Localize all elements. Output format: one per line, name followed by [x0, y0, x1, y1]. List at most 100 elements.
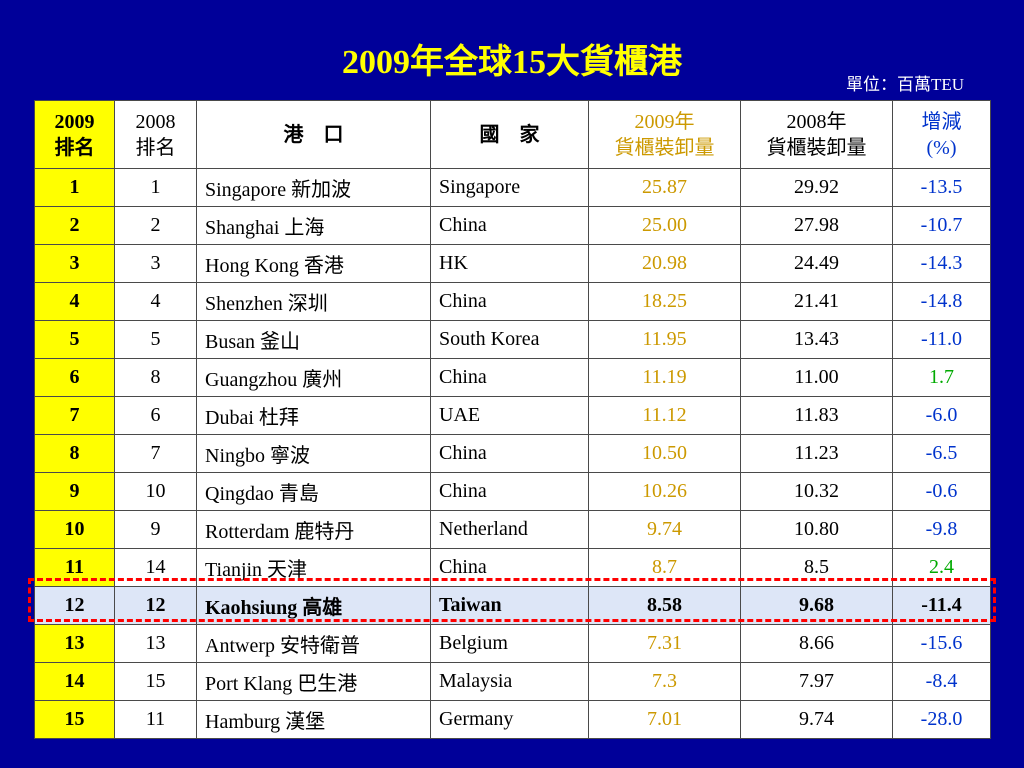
table-row: 12 12 Kaohsiung 高雄 Taiwan 8.58 9.68 -11.4: [34, 586, 991, 625]
volume-2008-cell: 7.97: [740, 662, 893, 701]
table-row: 15 11 Hamburg 漢堡 Germany 7.01 9.74 -28.0: [34, 700, 991, 739]
change-cell: -8.4: [892, 662, 991, 701]
country-cell: Malaysia: [430, 662, 589, 701]
volume-2008-cell: 11.00: [740, 358, 893, 397]
rank-2008-cell: 3: [114, 244, 197, 283]
volume-2008-cell: 9.74: [740, 700, 893, 739]
change-cell: -11.4: [892, 586, 991, 625]
rank-2009-cell: 12: [34, 586, 115, 625]
rank-2009-cell: 13: [34, 624, 115, 663]
volume-2009-cell: 7.3: [588, 662, 741, 701]
change-cell: -14.8: [892, 282, 991, 321]
volume-2009-cell: 25.87: [588, 168, 741, 207]
volume-2008-cell: 9.68: [740, 586, 893, 625]
rank-2009-cell: 7: [34, 396, 115, 435]
rank-2008-cell: 9: [114, 510, 197, 549]
change-cell: 2.4: [892, 548, 991, 587]
country-cell: Germany: [430, 700, 589, 739]
rank-2008-cell: 1: [114, 168, 197, 207]
volume-2008-cell: 8.66: [740, 624, 893, 663]
table-row: 14 15 Port Klang 巴生港 Malaysia 7.3 7.97 -8.4: [34, 662, 991, 701]
port-cell: Shenzhen 深圳: [196, 282, 431, 321]
table-row: 8 7 Ningbo 寧波 China 10.50 11.23 -6.5: [34, 434, 991, 473]
port-ranking-table: 2009 排名 2008 排名 港 口 國 家 2009年 貨櫃裝卸量 2008年 貨櫃…: [34, 100, 991, 739]
volume-2009-cell: 8.7: [588, 548, 741, 587]
change-cell: -28.0: [892, 700, 991, 739]
rank-2009-cell: 14: [34, 662, 115, 701]
unit-label: 單位：百萬TEU: [845, 75, 964, 94]
header-volume-2008: 2008年 貨櫃裝卸量: [740, 100, 893, 169]
volume-2008-cell: 8.5: [740, 548, 893, 587]
rank-2008-cell: 11: [114, 700, 197, 739]
rank-2009-cell: 4: [34, 282, 115, 321]
volume-2009-cell: 7.31: [588, 624, 741, 663]
country-cell: UAE: [430, 396, 589, 435]
table-row: 5 5 Busan 釜山 South Korea 11.95 13.43 -11.0: [34, 320, 991, 359]
volume-2008-cell: 11.83: [740, 396, 893, 435]
table-row: 13 13 Antwerp 安特衛普 Belgium 7.31 8.66 -15.6: [34, 624, 991, 663]
volume-2009-cell: 25.00: [588, 206, 741, 245]
rank-2008-cell: 10: [114, 472, 197, 511]
country-cell: China: [430, 358, 589, 397]
table-row: 3 3 Hong Kong 香港 HK 20.98 24.49 -14.3: [34, 244, 991, 283]
volume-2009-cell: 20.98: [588, 244, 741, 283]
country-cell: China: [430, 434, 589, 473]
change-cell: -11.0: [892, 320, 991, 359]
header-change: 增減 (%): [892, 100, 991, 169]
country-cell: HK: [430, 244, 589, 283]
table-header-row: 2009 排名 2008 排名 港 口 國 家 2009年 貨櫃裝卸量 2008年 貨櫃…: [34, 100, 991, 169]
rank-2009-cell: 11: [34, 548, 115, 587]
table-row: 2 2 Shanghai 上海 China 25.00 27.98 -10.7: [34, 206, 991, 245]
volume-2008-cell: 13.43: [740, 320, 893, 359]
port-cell: Tianjin 天津: [196, 548, 431, 587]
rank-2008-cell: 2: [114, 206, 197, 245]
volume-2009-cell: 8.58: [588, 586, 741, 625]
port-cell: Qingdao 青島: [196, 472, 431, 511]
volume-2008-cell: 29.92: [740, 168, 893, 207]
rank-2008-cell: 8: [114, 358, 197, 397]
rank-2009-cell: 15: [34, 700, 115, 739]
rank-2008-cell: 14: [114, 548, 197, 587]
rank-2009-cell: 5: [34, 320, 115, 359]
port-cell: Hong Kong 香港: [196, 244, 431, 283]
country-cell: South Korea: [430, 320, 589, 359]
volume-2008-cell: 27.98: [740, 206, 893, 245]
header-rank-2009: 2009 排名: [34, 100, 115, 169]
table-body: 1 1 Singapore 新加波 Singapore 25.87 29.92 -13.5 2…: [34, 168, 991, 739]
port-cell: Guangzhou 廣州: [196, 358, 431, 397]
port-cell: Singapore 新加波: [196, 168, 431, 207]
port-cell: Ningbo 寧波: [196, 434, 431, 473]
rank-2008-cell: 4: [114, 282, 197, 321]
rank-2008-cell: 15: [114, 662, 197, 701]
header-port: 港 口: [196, 100, 431, 169]
country-cell: China: [430, 472, 589, 511]
page-title: 2009年全球15大貨櫃港: [342, 44, 682, 81]
header-rank-2008: 2008 排名: [114, 100, 197, 169]
rank-2009-cell: 6: [34, 358, 115, 397]
change-cell: -10.7: [892, 206, 991, 245]
port-cell: Dubai 杜拜: [196, 396, 431, 435]
change-cell: -15.6: [892, 624, 991, 663]
volume-2009-cell: 7.01: [588, 700, 741, 739]
table-row: 10 9 Rotterdam 鹿特丹 Netherland 9.74 10.80 -9.8: [34, 510, 991, 549]
country-cell: Taiwan: [430, 586, 589, 625]
table-row: 7 6 Dubai 杜拜 UAE 11.12 11.83 -6.0: [34, 396, 991, 435]
header-country: 國 家: [430, 100, 589, 169]
port-cell: Antwerp 安特衛普: [196, 624, 431, 663]
change-cell: -6.0: [892, 396, 991, 435]
table-row: 11 14 Tianjin 天津 China 8.7 8.5 2.4: [34, 548, 991, 587]
country-cell: China: [430, 282, 589, 321]
volume-2008-cell: 10.80: [740, 510, 893, 549]
volume-2009-cell: 10.26: [588, 472, 741, 511]
country-cell: China: [430, 206, 589, 245]
volume-2008-cell: 11.23: [740, 434, 893, 473]
header-volume-2009: 2009年 貨櫃裝卸量: [588, 100, 741, 169]
rank-2008-cell: 6: [114, 396, 197, 435]
change-cell: -0.6: [892, 472, 991, 511]
change-cell: 1.7: [892, 358, 991, 397]
rank-2008-cell: 12: [114, 586, 197, 625]
volume-2009-cell: 11.19: [588, 358, 741, 397]
rank-2009-cell: 9: [34, 472, 115, 511]
port-cell: Hamburg 漢堡: [196, 700, 431, 739]
rank-2009-cell: 2: [34, 206, 115, 245]
